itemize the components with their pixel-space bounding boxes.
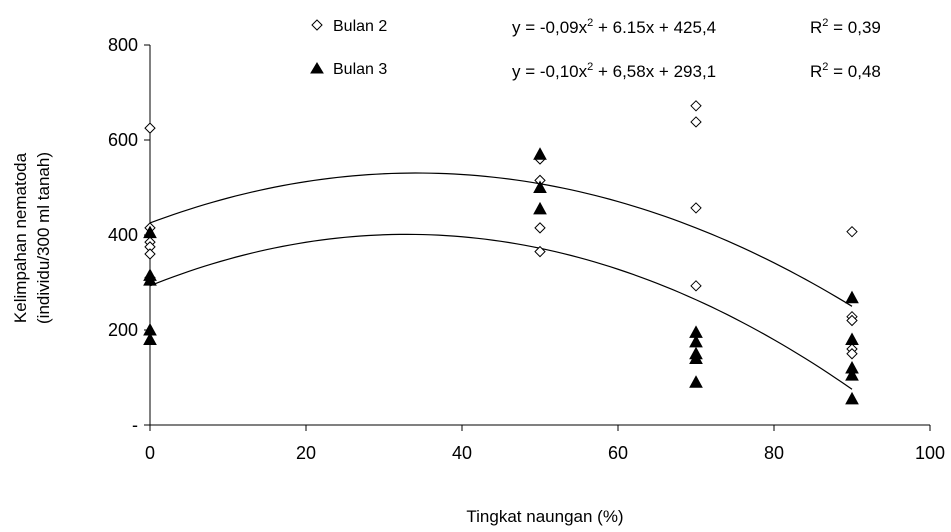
superscript: 2 (822, 17, 828, 29)
y-axis-title: Kelimpahan nematoda (individu/300 ml tan… (11, 152, 53, 324)
data-point-triangle (845, 290, 859, 304)
axes (149, 45, 930, 426)
data-point-diamond (846, 225, 858, 238)
legend-label: Bulan 3 (333, 61, 387, 78)
data-point-triangle (845, 368, 859, 381)
ticks: 0 20 40 60 80 100 - 200 400 600 800 (108, 35, 945, 463)
y-tick-label: 600 (108, 130, 138, 150)
legend-item-bulan-2: Bulan 2 (311, 18, 387, 35)
data-point-triangle (143, 332, 157, 345)
data-point-diamond (144, 122, 156, 134)
y-tick-label: 400 (108, 225, 138, 245)
data-point-diamond (846, 314, 858, 327)
data-point-triangle (689, 351, 703, 364)
data-point-diamond (690, 100, 702, 112)
superscript: 2 (587, 17, 593, 29)
x-tick-label: 0 (145, 443, 155, 463)
diamond-marker-icon (311, 19, 323, 31)
equation-lhs: y = -0,09x (512, 18, 588, 37)
x-tick-label: 100 (915, 443, 945, 463)
y-axis-title-line-2: (individu/300 ml tanah) (34, 152, 53, 324)
fit-curve-bulan-3 (149, 233, 853, 390)
triangle-marker-icon (310, 62, 324, 74)
data-point-diamond (690, 280, 702, 292)
legend: Bulan 2 Bulan 3 (310, 18, 387, 78)
equation-bulan-3: y = -0,10x2 + 6,58x + 293,1 (512, 61, 716, 81)
data-point-triangle (143, 273, 157, 286)
x-tick-label: 20 (296, 443, 316, 463)
legend-item-bulan-3: Bulan 3 (310, 61, 387, 78)
data-point-diamond (144, 248, 156, 260)
data-point-diamond (534, 222, 546, 234)
data-point-triangle (533, 147, 547, 160)
equation-rhs: + 6,58x + 293,1 (593, 62, 716, 81)
data-point-triangle (845, 332, 859, 345)
data-point-diamond (846, 348, 858, 360)
fit-curves (149, 172, 853, 390)
legend-label: Bulan 2 (333, 18, 387, 35)
y-tick-label: 800 (108, 35, 138, 55)
x-tick-label: 80 (764, 443, 784, 463)
data-point-triangle (845, 391, 859, 405)
data-point-diamond (690, 116, 702, 128)
r2-bulan-2: R2 = 0,39 (810, 17, 881, 37)
y-axis-title-line-1: Kelimpahan nematoda (11, 152, 30, 323)
x-tick-label: 60 (608, 443, 628, 463)
equation-rhs: + 6.15x + 425,4 (593, 18, 716, 37)
r2-value: = 0,39 (828, 18, 880, 37)
r2-label: R (810, 62, 822, 81)
data-point-diamond (534, 245, 546, 258)
data-point-diamond (690, 202, 702, 214)
x-axis-title: Tingkat naungan (%) (466, 507, 623, 526)
data-point-triangle (143, 225, 157, 239)
fit-curve-bulan-2 (149, 172, 853, 307)
x-tick-label: 40 (452, 443, 472, 463)
y-tick-label: 200 (108, 320, 138, 340)
r2-bulan-3: R2 = 0,48 (810, 61, 881, 81)
data-point-triangle (533, 201, 547, 215)
r2-value: = 0,48 (828, 62, 880, 81)
equation-lhs: y = -0,10x (512, 62, 588, 81)
superscript: 2 (587, 61, 593, 73)
data-point-triangle (689, 375, 703, 388)
data-points (143, 100, 859, 405)
superscript: 2 (822, 61, 828, 73)
data-point-triangle (533, 180, 547, 193)
r2-label: R (810, 18, 822, 37)
regression-equations: y = -0,09x2 + 6.15x + 425,4 R2 = 0,39 y … (512, 17, 881, 81)
y-tick-label: - (132, 415, 138, 435)
equation-bulan-2: y = -0,09x2 + 6.15x + 425,4 (512, 17, 716, 37)
